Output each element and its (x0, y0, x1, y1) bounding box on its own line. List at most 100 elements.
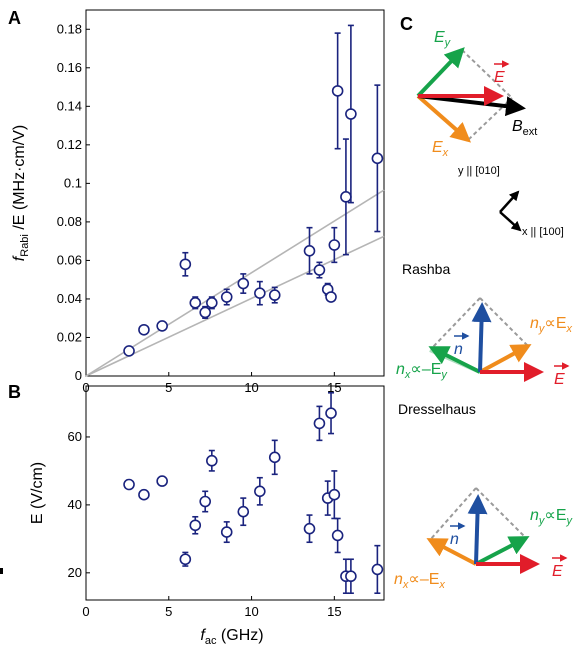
data-point (189, 519, 202, 532)
dresselhaus-nx-sub: x (402, 579, 409, 591)
y-tick-label: 60 (68, 429, 82, 444)
dresselhaus-dashed-1 (429, 487, 477, 541)
dresselhaus-nx-prop: ∝–E (408, 571, 439, 588)
panel-b-xlabel-sub: ac (205, 635, 217, 647)
data-point (237, 505, 250, 518)
bext-label-sub: ext (523, 126, 538, 138)
rashba-e-label: E (554, 371, 565, 388)
y-tick-label: 0.02 (57, 329, 82, 344)
ex-label-sub: x (442, 147, 449, 159)
data-point (206, 454, 218, 467)
rashba-ny-arrow (479, 344, 532, 374)
dresselhaus-title: Dresselhaus (398, 401, 476, 417)
y-tick-label: 20 (68, 565, 82, 580)
rashba-n-arrow (471, 302, 492, 373)
x-tick-label: 15 (327, 380, 341, 395)
rashba-nx-main: n (396, 361, 405, 378)
data-point (220, 291, 233, 303)
dresselhaus-ny-sub2: y (566, 515, 574, 527)
ex-arrow (416, 94, 472, 143)
y-tick-label: 0.1 (64, 175, 82, 190)
rashba-ny-prop: ∝E (544, 315, 566, 332)
rashba-ny-sub2: x (566, 323, 573, 335)
data-point (340, 191, 352, 203)
x-tick-label: 5 (165, 380, 172, 395)
data-point (189, 296, 202, 309)
data-point (345, 570, 357, 583)
bext-label: Bext (512, 118, 537, 138)
crystal-y-arrow (499, 190, 520, 213)
ey-label: Ey (434, 29, 452, 49)
y-tick-label: 0.04 (57, 291, 82, 306)
rashba-nx-arrow-head (428, 346, 481, 374)
dresselhaus-nx-arrow (426, 538, 477, 566)
data-point (313, 417, 326, 430)
data-point (254, 287, 266, 299)
rashba-dashed-2 (479, 297, 529, 347)
x-tick-label: 10 (244, 380, 258, 395)
panel-a-scatter: 0 5 10 1500.020.040.060.080.10.120.140.160.… (11, 9, 385, 395)
data-point (303, 244, 316, 257)
dresselhaus-diagram: Dresselhaus n ny∝Ey nx∝–Ex E (394, 401, 574, 591)
x-tick-label: 15 (327, 604, 341, 619)
rashba-dashed-1 (431, 297, 481, 349)
data-point (138, 488, 150, 501)
data-point (179, 258, 192, 271)
data-point (303, 522, 316, 535)
data-point (237, 277, 250, 290)
panel-a-ylabel-rest: /E (MHz·cm/V) (11, 125, 28, 234)
stray-mark (0, 568, 3, 574)
dresselhaus-nx-label: nx∝–Ex (394, 571, 445, 591)
vector-diagram-top: Ey E Ex Bext y || [010] x || [100] (416, 29, 564, 238)
dresselhaus-nx-main: n (394, 571, 403, 588)
ey-arrow (416, 47, 465, 98)
x-tick-label: 10 (244, 604, 258, 619)
y-tick-label: 0.18 (57, 21, 82, 36)
dresselhaus-e-label: E (552, 563, 563, 580)
y-tick-label: 40 (68, 497, 82, 512)
data-point (328, 239, 341, 251)
data-point (156, 320, 168, 332)
fit-line (85, 189, 385, 377)
ey-label-main: E (434, 29, 445, 46)
data-point (371, 152, 384, 165)
rashba-nx-sub2: y (440, 369, 448, 381)
dresselhaus-ny-main: n (530, 507, 539, 524)
y-tick-label: 0.14 (57, 98, 82, 113)
data-point (199, 495, 211, 508)
data-point (345, 108, 357, 120)
panel-a-ylabel: fRabi /E (MHz·cm/V) (11, 125, 31, 261)
panel-b-frame (85, 385, 385, 601)
rashba-nx-label: nx∝–Ey (396, 361, 448, 381)
dresselhaus-ny-label: ny∝Ey (530, 507, 574, 527)
x-axis-direction-label: x || [100] (522, 226, 564, 238)
y-tick-label: 0.12 (57, 137, 82, 152)
data-point (123, 478, 135, 491)
dresselhaus-n-arrow (467, 494, 488, 565)
panel-label-b: B (8, 382, 21, 402)
panel-a-ylabel-f: f (11, 255, 28, 261)
panel-b-scatter: 0 5 10 15 20 40 60 E (V/cm) fac (GHz) (29, 385, 385, 647)
bext-label-main: B (512, 118, 523, 135)
data-point (331, 529, 344, 542)
rashba-ny-main: n (530, 315, 539, 332)
panel-label-c: C (400, 14, 413, 34)
rashba-diagram: Rashba n ny∝Ex nx∝–Ey E (396, 261, 573, 388)
data-point (138, 323, 150, 336)
panel-a-frame (85, 9, 385, 377)
data-point (268, 451, 281, 464)
panel-a-ylabel-sub: Rabi (19, 234, 31, 257)
rashba-ny-label: ny∝Ex (530, 315, 573, 335)
data-point (325, 407, 337, 419)
x-tick-label: 5 (165, 604, 172, 619)
data-point (156, 475, 168, 487)
data-point (254, 485, 266, 498)
ex-label: Ex (432, 139, 449, 159)
dresselhaus-ny-arrow (475, 536, 530, 566)
data-point (123, 345, 135, 357)
y-tick-label: 0.06 (57, 252, 82, 267)
panel-label-a: A (8, 8, 21, 28)
panel-b-xlabel-rest: (GHz) (216, 627, 263, 644)
dresselhaus-ny-prop: ∝E (544, 507, 566, 524)
